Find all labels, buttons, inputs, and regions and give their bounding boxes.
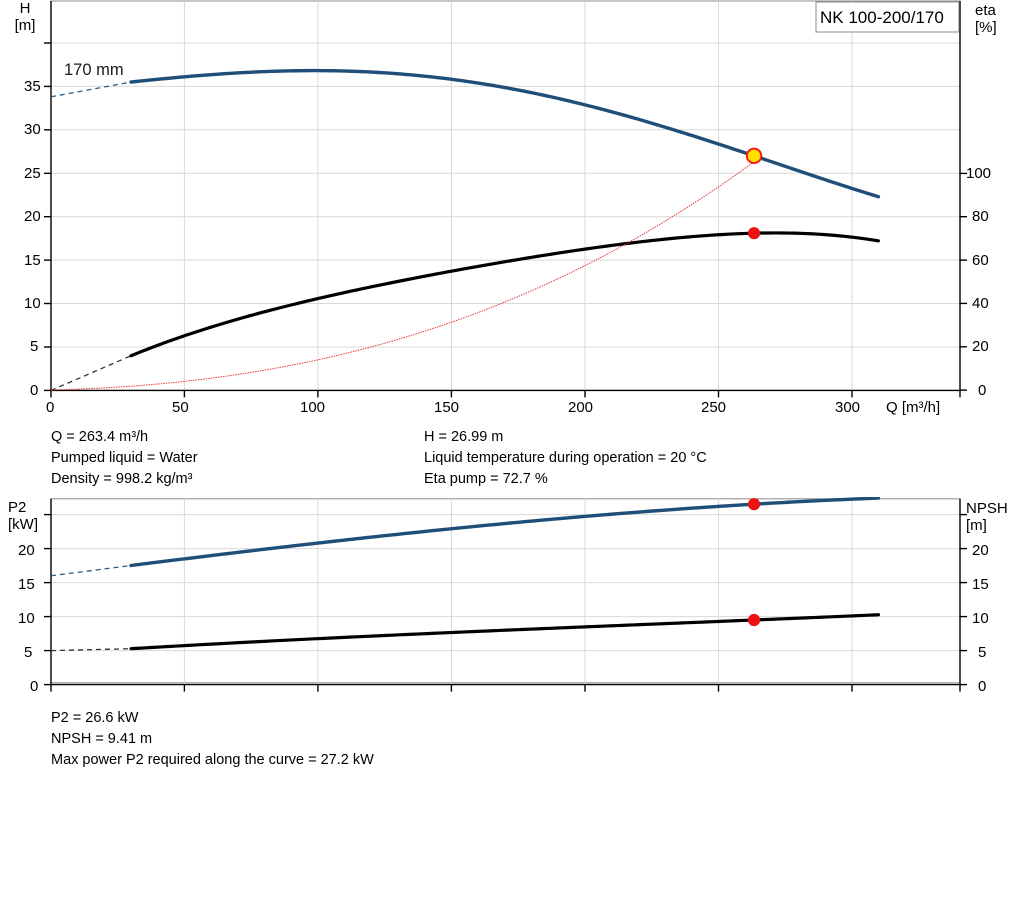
- svg-text:170 mm: 170 mm: [64, 61, 124, 79]
